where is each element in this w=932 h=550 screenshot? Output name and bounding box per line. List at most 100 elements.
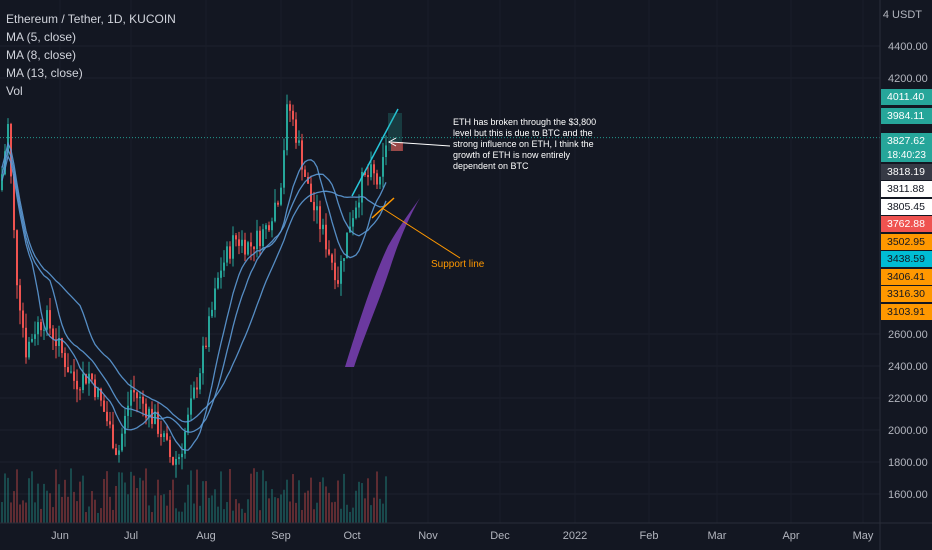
time-axis[interactable]: Jun Jul Aug Sep Oct Nov Dec 2022 Feb Mar Apr May — [0, 522, 932, 542]
candle — [292, 104, 294, 127]
volume-bar — [31, 471, 33, 523]
volume-bar — [367, 478, 369, 523]
last-candle-highlight-red — [391, 142, 403, 151]
volume-bar — [145, 468, 147, 523]
volume-bar — [163, 494, 165, 523]
candle — [373, 160, 375, 185]
price-tag: 3103.91 — [881, 304, 932, 320]
last-candle-highlight — [388, 113, 402, 151]
candle — [112, 411, 114, 450]
volume-bar — [244, 512, 246, 523]
candle — [55, 328, 57, 359]
candle — [334, 248, 336, 290]
volume-bar — [355, 490, 357, 523]
candle — [79, 387, 81, 401]
candle — [181, 443, 183, 470]
candle — [220, 257, 222, 289]
volume-bar — [214, 489, 216, 523]
symbol-title[interactable]: Ethereum / Tether, 1D, KUCOIN — [6, 12, 176, 26]
candle — [121, 427, 123, 453]
ma-line-8 — [1, 147, 387, 433]
volume-bar — [211, 495, 213, 523]
time-tick-label: Oct — [343, 530, 360, 542]
volume-bar — [166, 505, 168, 523]
volume-bar — [181, 511, 183, 523]
volume-bar — [340, 508, 342, 523]
candle — [298, 130, 300, 146]
projection-shape — [345, 198, 420, 367]
volume-bar — [343, 473, 345, 523]
volume-bar — [136, 488, 138, 523]
volume-bar — [331, 502, 333, 523]
support-line-label[interactable]: Support line — [431, 259, 485, 270]
volume-bar — [16, 469, 18, 523]
candle — [268, 221, 270, 232]
volume-bar — [28, 478, 30, 523]
price-tag: 3316.30 — [881, 286, 932, 302]
volume-bar — [292, 474, 294, 523]
candle — [316, 194, 318, 224]
candle — [211, 301, 213, 319]
volume-bar — [79, 481, 81, 523]
trend-line[interactable] — [351, 108, 399, 197]
candle — [37, 316, 39, 346]
volume-bar — [187, 484, 189, 523]
volume-bar — [76, 501, 78, 523]
candle — [370, 151, 372, 181]
support-line[interactable] — [371, 197, 395, 219]
candle — [166, 425, 168, 442]
volume-bar — [64, 479, 66, 523]
volume-bar — [130, 471, 132, 523]
candle — [319, 200, 321, 243]
candle — [226, 241, 228, 267]
candle — [223, 250, 225, 277]
volume-bar — [85, 512, 87, 523]
candle — [313, 191, 315, 222]
volume-bar — [265, 481, 267, 523]
candle — [196, 377, 198, 398]
volume-bar — [109, 496, 111, 523]
price-axis[interactable]: 4400.00 4200.00 2600.00 2400.00 2200.00 2000.… — [879, 0, 928, 550]
indicator-ma13[interactable]: MA (13, close) — [6, 66, 83, 80]
note-arrow — [390, 141, 451, 147]
candle — [325, 213, 327, 258]
price-tag: 3984.11 — [881, 108, 932, 124]
candle — [376, 169, 378, 189]
volume-bar — [70, 468, 72, 523]
volume-bar — [49, 493, 51, 523]
price-tag: 3805.45 — [881, 199, 932, 215]
price-unit-label[interactable]: 4 USDT — [882, 9, 922, 21]
candle — [274, 189, 276, 223]
candle — [139, 391, 141, 410]
volume-bar — [73, 491, 75, 523]
arrow-head-icon — [387, 137, 397, 147]
candle — [232, 226, 234, 267]
indicator-volume[interactable]: Vol — [6, 84, 23, 98]
candle — [64, 347, 66, 377]
candle — [16, 229, 18, 299]
volume-bar — [100, 508, 102, 523]
volume-bar — [223, 509, 225, 523]
volume-bar — [250, 473, 252, 523]
candle — [19, 278, 21, 325]
volume-bar — [199, 505, 201, 523]
volume-bar — [91, 491, 93, 523]
indicator-ma5[interactable]: MA (5, close) — [6, 30, 77, 44]
volume-bar — [58, 484, 60, 523]
volume-bar — [151, 512, 153, 523]
price-tag: 4011.40 — [881, 89, 932, 105]
indicator-ma8[interactable]: MA (8, close) — [6, 48, 77, 62]
volume-bar — [160, 495, 162, 523]
volume-bar — [358, 481, 360, 523]
volume-bar — [313, 509, 315, 523]
volume-bar — [328, 492, 330, 523]
volume-bar — [385, 476, 387, 523]
time-tick-label: Jul — [124, 530, 138, 542]
volume-bar — [97, 512, 99, 523]
volume-bar — [112, 509, 114, 523]
chart-note[interactable]: ETH has broken through the $3,800 level … — [453, 117, 597, 171]
volume-bar — [280, 494, 282, 523]
volume-bar — [22, 500, 24, 523]
time-tick-label: Sep — [271, 530, 291, 542]
